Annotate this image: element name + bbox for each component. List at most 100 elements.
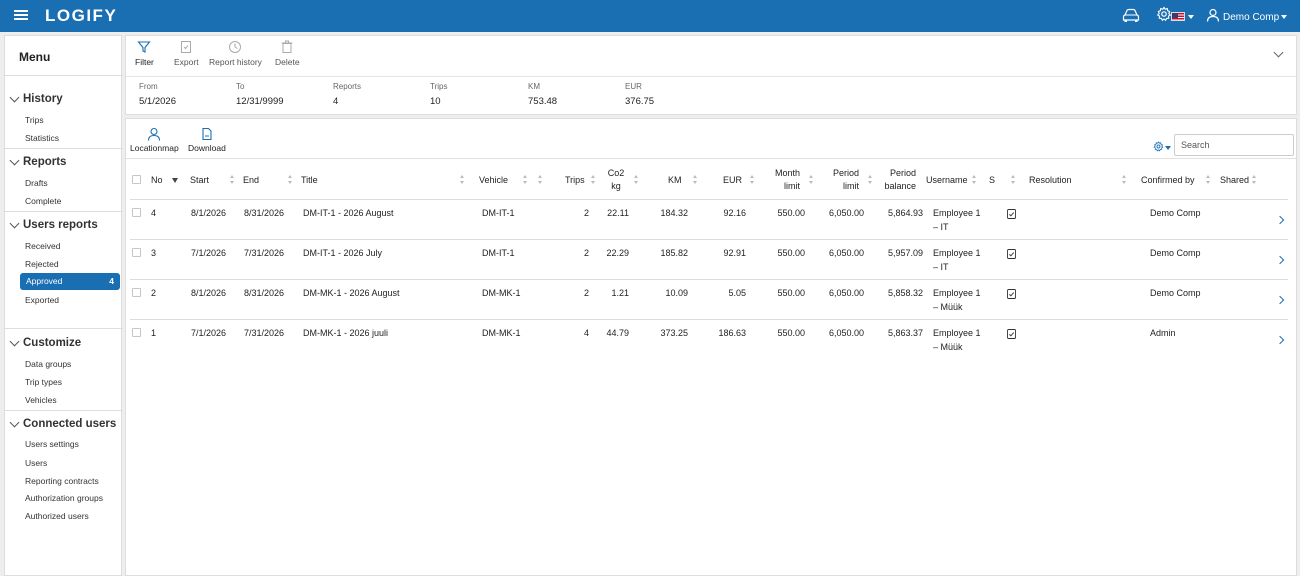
cell-km: 185.82 [660,248,688,258]
sort-icon[interactable] [591,175,596,185]
export-button[interactable]: Export [174,40,199,67]
column-settings-icon[interactable] [1153,141,1164,152]
chevron-down-icon [9,417,20,427]
delete-button[interactable]: Delete [275,40,300,67]
column-header-km[interactable]: KM [668,175,682,185]
sort-icon[interactable] [750,175,755,185]
column-header-trips[interactable]: Trips [565,175,585,185]
cell-vehicle: DM-MK-1 [482,328,521,338]
row-checkbox[interactable] [132,288,141,297]
sort-icon[interactable] [230,175,235,185]
locationmap-button[interactable]: Locationmap [130,127,179,153]
cell-no: 4 [151,208,157,218]
search-input[interactable] [1174,134,1294,156]
chevron-right-icon[interactable] [1275,215,1285,225]
chevron-right-icon[interactable] [1275,295,1285,305]
user-icon[interactable] [1206,8,1220,22]
sidebar-item-reporting-contracts[interactable]: Reporting contracts [25,476,99,486]
sort-descending-icon[interactable] [172,178,178,183]
sidebar-item-trips[interactable]: Trips [25,115,44,125]
row-checkbox[interactable] [132,248,141,257]
sort-icon[interactable] [538,175,543,185]
report-history-button[interactable]: Report history [209,40,262,67]
column-header-period-limit[interactable]: Period limit [832,168,859,191]
row-checkbox[interactable] [132,328,141,337]
sort-icon[interactable] [634,175,639,185]
sidebar-section-reports[interactable]: Reports [9,155,66,168]
chevron-right-icon[interactable] [1275,335,1285,345]
sort-icon[interactable] [1252,175,1257,185]
cell-month-limit: 550.00 [777,328,805,338]
sort-icon[interactable] [693,175,698,185]
sort-icon[interactable] [288,175,293,185]
download-button[interactable]: Download [188,127,226,153]
collapse-chevron-icon[interactable] [1273,47,1284,58]
sidebar-item-authorization-groups[interactable]: Authorization groups [25,493,103,503]
sidebar-item-exported[interactable]: Exported [25,295,60,305]
column-header-s[interactable]: S [989,175,996,185]
sort-icon[interactable] [1011,175,1016,185]
export-icon [181,41,192,53]
cell-end: 8/31/2026 [244,288,285,298]
column-header-shared[interactable]: Shared [1220,175,1250,185]
column-header-username[interactable]: Username [926,175,968,185]
cell-month-limit: 550.00 [777,288,805,298]
column-header-start[interactable]: Start [190,175,210,185]
document-check-icon [1007,249,1016,259]
column-header-eur[interactable]: EUR [723,175,743,185]
sort-icon[interactable] [972,175,977,185]
us-flag-icon[interactable] [1171,12,1185,21]
column-settings-caret-icon[interactable] [1165,146,1171,150]
sort-icon[interactable] [809,175,814,185]
chevron-right-icon[interactable] [1275,255,1285,265]
column-header-co2[interactable]: Co2 kg [607,168,625,191]
sidebar-item-statistics[interactable]: Statistics [25,133,60,143]
settings-gear-icon[interactable] [1156,6,1172,22]
sort-icon[interactable] [523,175,528,185]
hamburger-menu-icon[interactable] [14,8,28,22]
column-header-no[interactable]: No [151,175,163,185]
sidebar-item-drafts[interactable]: Drafts [25,178,48,188]
sidebar-item-users-settings[interactable]: Users settings [25,439,79,449]
cell-period-limit: 6,050.00 [828,288,864,298]
cell-km: 373.25 [660,328,688,338]
sidebar-item-users[interactable]: Users [25,458,48,468]
column-header-confirmed-by[interactable]: Confirmed by [1141,175,1195,185]
cell-username: Employee 1– Müük [933,328,981,352]
sidebar-section-customize[interactable]: Customize [9,336,81,349]
cell-month-limit: 550.00 [777,208,805,218]
car-icon[interactable] [1122,7,1140,23]
sidebar-item-complete[interactable]: Complete [25,196,62,206]
sidebar-item-vehicles[interactable]: Vehicles [25,395,57,405]
select-all-checkbox[interactable] [132,175,141,184]
language-caret-icon[interactable] [1188,15,1194,19]
user-name[interactable]: Demo Comp [1223,12,1280,23]
sort-icon[interactable] [868,175,873,185]
sort-icon[interactable] [1206,175,1211,185]
column-header-title[interactable]: Title [301,175,318,185]
sidebar-section-connected-users[interactable]: Connected users [9,417,116,430]
column-header-period-balance[interactable]: Period balance [884,168,916,191]
sidebar-section-users-reports[interactable]: Users reports [9,218,98,231]
column-header-resolution[interactable]: Resolution [1029,175,1072,185]
cell-month-limit: 550.00 [777,248,805,258]
sort-icon[interactable] [1122,175,1127,185]
filter-button[interactable]: Filter [135,40,154,67]
sidebar-item-authorized-users[interactable]: Authorized users [25,511,89,521]
cell-title: DM-MK-1 - 2026 juuli [303,328,389,338]
column-header-vehicle[interactable]: Vehicle [479,175,509,185]
sidebar-item-data-groups[interactable]: Data groups [25,359,72,369]
menu-title: Menu [19,50,51,64]
sidebar-item-received[interactable]: Received [25,241,61,251]
column-header-end[interactable]: End [243,175,260,185]
cell-co2: 22.11 [607,208,629,218]
sort-icon[interactable] [460,175,465,185]
column-header-month-limit[interactable]: Month limit [774,168,800,191]
sidebar-item-approved[interactable]: Approved 4 [20,273,120,290]
row-checkbox[interactable] [132,208,141,217]
sidebar-section-history[interactable]: History [9,92,63,105]
sidebar-item-rejected[interactable]: Rejected [25,259,59,269]
user-caret-icon[interactable] [1281,15,1287,19]
app-logo[interactable]: LOGIFY [45,6,118,25]
sidebar-item-trip-types[interactable]: Trip types [25,377,63,387]
